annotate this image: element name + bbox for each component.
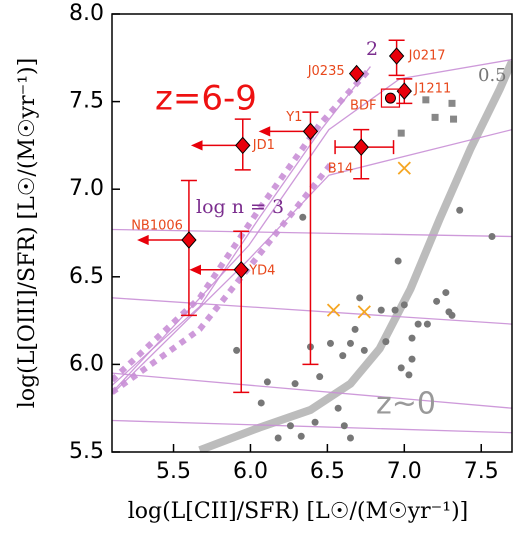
y-error-bar — [233, 230, 250, 394]
y-axis-label: log(L[OIII]/SFR) [L☉/(M☉yr⁻¹)] — [15, 58, 40, 408]
x-tick-label: 5.5 — [156, 459, 191, 484]
diamond-point — [235, 136, 251, 155]
z0-point — [291, 380, 299, 388]
z0-point — [286, 422, 294, 430]
y-tick-label: 7.0 — [69, 176, 104, 201]
z0-point — [442, 289, 450, 297]
z0-point — [488, 233, 496, 241]
plot-frame — [111, 13, 513, 453]
cross-point — [357, 305, 371, 319]
z0-point — [414, 320, 422, 328]
z0-point — [408, 334, 416, 342]
model-curve — [112, 129, 512, 395]
x-axis-label: log(L[CII]/SFR) [L☉/(M☉yr⁻¹)] — [128, 499, 469, 524]
cross-point — [397, 161, 411, 175]
diamond-point — [348, 64, 365, 83]
highlight-box — [380, 88, 401, 108]
data-marks — [137, 39, 496, 442]
z0-point — [311, 418, 319, 426]
model-curve — [198, 59, 512, 452]
x-tick-label: 6.5 — [310, 459, 345, 484]
model-curve — [112, 372, 512, 409]
annotation: log n = 3 — [196, 196, 284, 218]
diamond-point — [388, 47, 405, 65]
y-tick-label: 8.0 — [69, 1, 104, 26]
y-tick-label: 5.5 — [69, 439, 104, 464]
y-tick-label: 7.5 — [69, 89, 104, 114]
model-curve — [112, 297, 512, 325]
circle-point — [384, 92, 396, 104]
square-point — [450, 115, 458, 123]
z0-point — [391, 306, 399, 314]
z0-point — [340, 422, 348, 430]
point-label: B14 — [328, 162, 353, 177]
point-label: BDF — [350, 99, 376, 114]
z0-point — [445, 308, 453, 316]
model-curve — [112, 162, 333, 395]
diamond-point — [396, 82, 412, 100]
diamond-point — [233, 261, 249, 279]
z0-point — [356, 294, 364, 302]
y-tick-label: 6.5 — [69, 264, 104, 289]
z0-point — [326, 339, 334, 347]
z0-point — [316, 373, 324, 381]
z0-point — [299, 213, 307, 221]
point-label: J0217 — [408, 49, 446, 64]
z0-point — [334, 404, 342, 412]
cross-point — [326, 303, 341, 317]
z0-point — [423, 320, 431, 328]
z0-point — [405, 371, 413, 379]
z0-point — [346, 339, 354, 347]
model-curve — [112, 66, 371, 386]
y-error-bar — [302, 111, 319, 366]
z0-point — [351, 325, 359, 333]
point-label: J0235 — [307, 64, 345, 79]
z0-point — [433, 297, 441, 305]
model-curves — [112, 58, 512, 452]
diamond-point — [302, 122, 319, 141]
z0-point — [233, 346, 241, 354]
z0-point — [257, 399, 265, 407]
diamond-point — [353, 138, 369, 156]
z0-point — [297, 432, 305, 440]
z0-point — [339, 352, 347, 360]
square-point — [431, 113, 439, 121]
annotation: z=6-9 — [155, 79, 257, 119]
point-label: J1211 — [413, 82, 451, 97]
z0-point — [360, 346, 368, 354]
diamond-point — [181, 231, 197, 249]
square-point — [448, 99, 456, 107]
z0-point — [346, 434, 354, 442]
y-tick-label: 6.0 — [69, 351, 104, 376]
square-point — [397, 129, 405, 137]
point-label: NB1006 — [131, 219, 183, 234]
z0-point — [408, 355, 416, 363]
z0-point — [400, 301, 408, 309]
z0-point — [274, 434, 282, 442]
model-curve — [112, 228, 512, 238]
annotation: z~0 — [376, 387, 436, 422]
z0-point — [377, 306, 385, 314]
point-label: JD1 — [252, 138, 275, 153]
z0-point — [394, 257, 402, 265]
model-curve — [112, 58, 512, 393]
annotation: 2 — [366, 38, 378, 60]
z0-point — [397, 364, 405, 372]
z0-point — [382, 338, 390, 346]
annotation: 0.5 — [478, 65, 507, 86]
z0-point — [263, 378, 271, 386]
model-curve — [112, 419, 512, 434]
x-tick-label: 6.0 — [233, 459, 268, 484]
point-label: YD4 — [248, 263, 275, 278]
z0-point — [456, 206, 464, 214]
square-point — [422, 96, 430, 104]
x-tick-label: 7.5 — [464, 459, 499, 484]
x-tick-label: 7.0 — [387, 459, 422, 484]
point-label: Y1 — [285, 110, 302, 125]
